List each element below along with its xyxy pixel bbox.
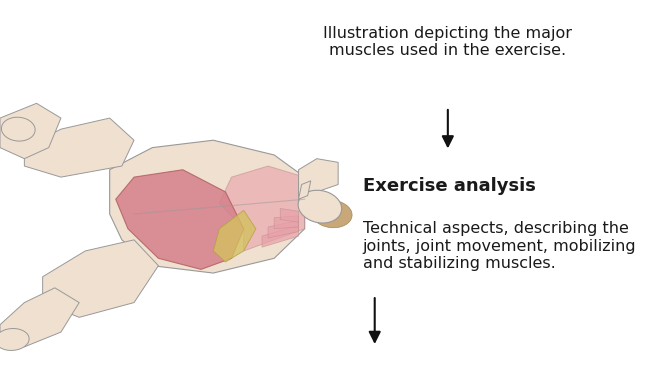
Polygon shape <box>0 103 61 159</box>
Ellipse shape <box>1 117 35 141</box>
Polygon shape <box>116 170 244 269</box>
Text: Illustration depicting the major
muscles used in the exercise.: Illustration depicting the major muscles… <box>323 26 573 58</box>
Ellipse shape <box>0 328 29 351</box>
Ellipse shape <box>312 200 352 228</box>
Polygon shape <box>219 166 304 251</box>
Polygon shape <box>280 208 298 223</box>
Text: Technical aspects, describing the
joints, joint movement, mobilizing
and stabili: Technical aspects, describing the joints… <box>362 221 636 271</box>
Polygon shape <box>298 181 310 199</box>
Polygon shape <box>268 221 298 238</box>
Polygon shape <box>213 210 256 262</box>
Polygon shape <box>274 216 298 229</box>
Polygon shape <box>262 225 298 247</box>
Polygon shape <box>24 118 134 177</box>
Polygon shape <box>42 240 159 317</box>
Polygon shape <box>110 140 304 273</box>
Polygon shape <box>0 288 79 347</box>
Polygon shape <box>298 159 338 203</box>
Text: Exercise analysis: Exercise analysis <box>362 177 536 195</box>
Ellipse shape <box>298 190 341 223</box>
